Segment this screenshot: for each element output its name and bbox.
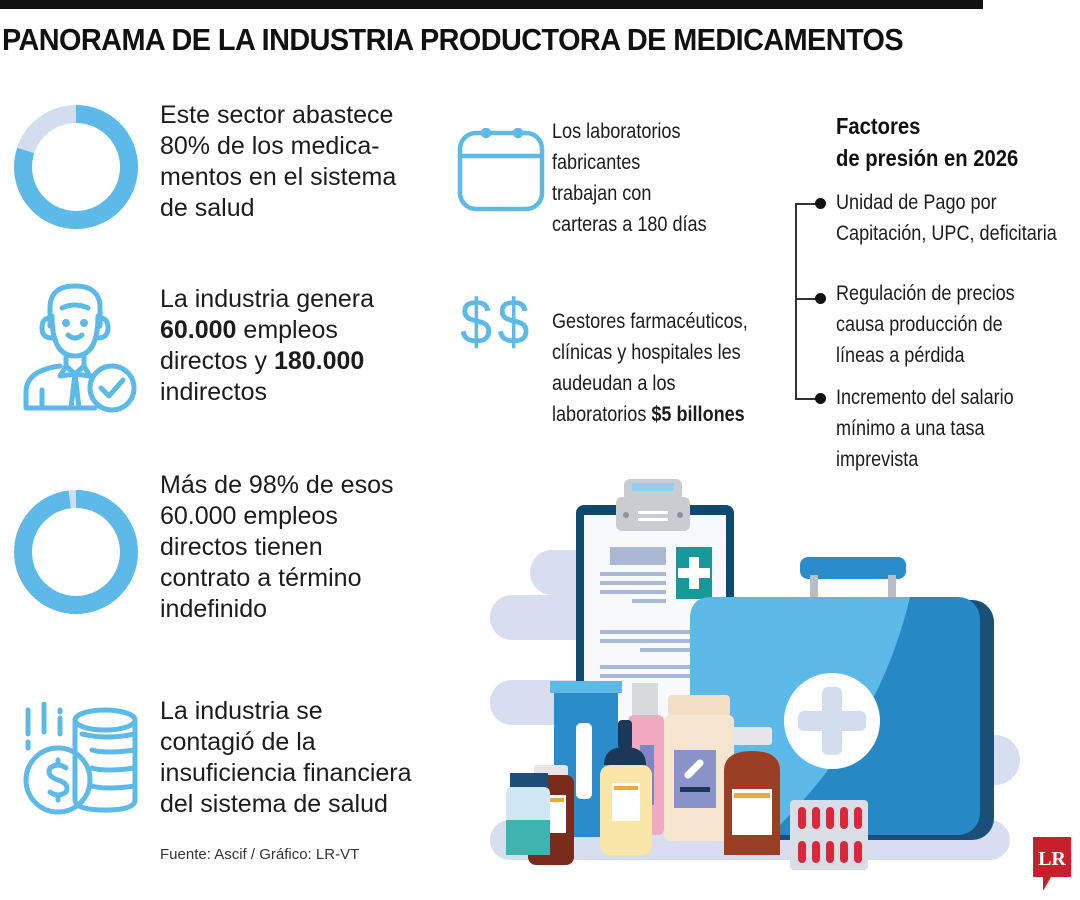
medical-kit-illustration — [490, 479, 1020, 870]
donut-chart-98-icon — [14, 490, 138, 614]
stat-line: insuficiencia financiera — [160, 759, 412, 787]
lr-logo-icon: LR — [1033, 837, 1071, 891]
stat-jobs: La industria genera 60.000 empleos direc… — [160, 284, 460, 408]
bullet-icon — [815, 293, 826, 304]
bullet-icon — [815, 393, 826, 404]
bullet-icon — [815, 198, 826, 209]
mid-line-pre: laboratorios — [552, 403, 652, 426]
factor-line: líneas a pérdida — [836, 344, 965, 367]
stat-line: Este sector abastece — [160, 101, 394, 129]
factor-line: imprevista — [836, 448, 919, 471]
stat-line: mentos en el sistema — [160, 163, 397, 191]
factor-upc: Unidad de Pago por Capitación, UPC, defi… — [836, 187, 1077, 249]
text-portfolio-180: Los laboratorios fabricantes trabajan co… — [552, 116, 776, 240]
employee-check-icon — [23, 283, 137, 413]
factor-line: Unidad de Pago por — [836, 191, 997, 214]
factors-title-line: de presión en 2026 — [836, 145, 1019, 171]
jobs-indirect-value: 180.000 — [273, 347, 365, 375]
brown-bottle-large — [724, 727, 780, 855]
mid-line: fabricantes — [552, 151, 641, 174]
top-rule — [0, 0, 983, 9]
factor-line: mínimo a una tasa — [836, 417, 985, 440]
donut-chart-80-icon — [14, 105, 138, 229]
jobs-direct-value: 60.000 — [160, 316, 237, 344]
stat-line: indirectos — [160, 378, 267, 406]
svg-text:LR: LR — [1038, 848, 1066, 870]
mid-line: trabajan con — [552, 182, 652, 205]
glass-vial — [506, 773, 550, 855]
tree-branch — [795, 398, 817, 400]
stat-line: contrato a término — [160, 564, 362, 592]
debt-value: $5 billones — [651, 403, 745, 426]
factor-line: Regulación de precios — [836, 282, 1015, 305]
factors-title: Factores de presión en 2026 — [836, 110, 1047, 174]
stat-financial-insufficiency: La industria se contagió de la insuficie… — [160, 696, 460, 820]
factors-title-line: Factores — [836, 113, 921, 139]
stat-line: indefinido — [160, 595, 268, 623]
stat-line-rest: empleos — [236, 316, 338, 344]
stat-line: contagió de la — [160, 728, 316, 756]
stat-line-pre: directos y — [160, 347, 274, 375]
factor-minimum-wage: Incremento del salario mínimo a una tasa… — [836, 382, 1077, 475]
stat-line: directos tienen — [160, 533, 323, 561]
tree-connector-line — [795, 203, 797, 399]
mid-line: laboratorios $5 billones — [552, 399, 776, 430]
stat-line: 80% de los medica- — [160, 132, 380, 160]
stat-line: La industria se — [160, 697, 323, 725]
mid-line: carteras a 180 días — [552, 213, 707, 236]
tree-branch — [795, 203, 817, 205]
text-debt-5-billions: Gestores farmacéuticos, clínicas y hospi… — [552, 306, 776, 430]
stat-line: del sistema de salud — [160, 790, 388, 818]
stat-line: Más de 98% de esos — [160, 471, 394, 499]
source-credit: Fuente: Ascif / Gráfico: LR-VT — [160, 846, 360, 863]
mid-line: Los laboratorios — [552, 120, 681, 143]
mid-line: clínicas y hospitales les — [552, 341, 741, 364]
dropper-bottle — [600, 720, 652, 855]
page-title: PANORAMA DE LA INDUSTRIA PRODUCTORA DE M… — [2, 22, 904, 57]
double-dollar-icon: $$ — [460, 286, 535, 358]
factor-line: Incremento del salario — [836, 386, 1014, 409]
stat-line: de salud — [160, 194, 255, 222]
pill-jar — [664, 695, 734, 841]
mid-line: audeudan a los — [552, 372, 676, 395]
tree-branch — [795, 298, 817, 300]
stat-line: 60.000 empleos — [160, 315, 460, 346]
factor-price-regulation: Regulación de precios causa producción d… — [836, 278, 1077, 371]
coins-dollar-icon — [23, 702, 138, 815]
stat-line: La industria genera — [160, 285, 375, 313]
pill-blister — [790, 800, 868, 870]
factor-line: causa producción de — [836, 313, 1003, 336]
stat-contracts-98: Más de 98% de esos 60.000 empleos direct… — [160, 470, 460, 625]
stat-line: directos y 180.000 — [160, 346, 460, 377]
mid-line: Gestores farmacéuticos, — [552, 310, 748, 333]
stat-supply-80: Este sector abastece 80% de los medica- … — [160, 100, 460, 224]
factor-line: Capitación, UPC, deficitaria — [836, 222, 1057, 245]
calendar-icon — [457, 128, 545, 212]
stat-line: 60.000 empleos — [160, 502, 338, 530]
